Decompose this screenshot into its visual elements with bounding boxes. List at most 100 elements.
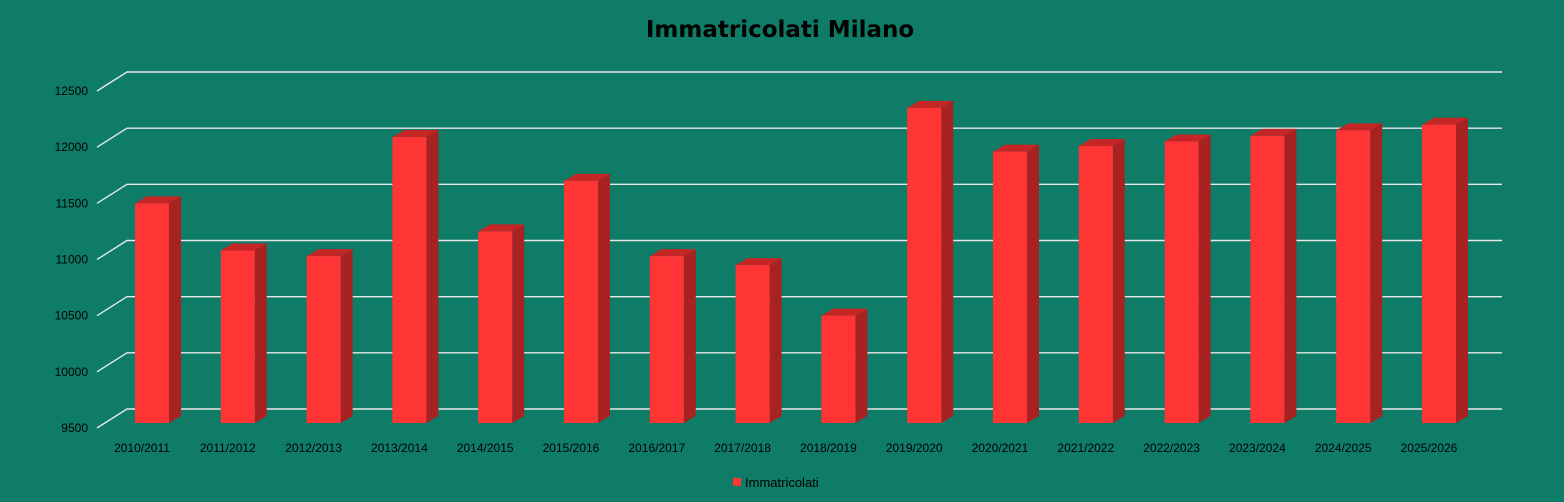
gridline	[96, 408, 1502, 429]
y-tick-label: 11500	[56, 196, 89, 210]
bar-top	[1078, 139, 1125, 147]
x-tick-label: 2021/2022	[1057, 441, 1114, 455]
x-tick-label: 2016/2017	[628, 441, 685, 455]
bar	[649, 249, 696, 423]
bar-front	[1422, 124, 1456, 423]
bar-front	[1164, 141, 1199, 424]
bar	[135, 196, 181, 423]
bar	[478, 224, 525, 423]
bar-side	[512, 224, 525, 423]
bar-front	[392, 137, 427, 423]
bar	[306, 249, 353, 423]
bar	[821, 308, 868, 423]
y-tick-label: 10500	[55, 309, 89, 323]
bar-top	[1164, 134, 1211, 142]
gridline	[96, 295, 1502, 317]
gridline	[96, 71, 1502, 92]
bar-side	[254, 243, 267, 423]
bar-front	[306, 256, 341, 423]
bar-top	[821, 308, 868, 316]
bar-front	[735, 265, 770, 423]
gridline	[96, 352, 1502, 373]
legend-swatch	[733, 478, 741, 486]
bar-front	[1078, 146, 1113, 423]
bar-front	[220, 250, 255, 423]
x-tick-label: 2022/2023	[1143, 441, 1200, 455]
bar	[735, 258, 782, 423]
bar-side	[1284, 128, 1297, 423]
legend: Immatricolati	[733, 475, 819, 490]
bar-side	[340, 249, 353, 423]
bar	[1164, 134, 1211, 424]
bar-side	[1370, 123, 1383, 424]
bar-side	[169, 196, 181, 423]
bar-side	[683, 249, 696, 423]
x-tick-label: 2024/2025	[1315, 441, 1372, 455]
bar-top	[1422, 117, 1468, 125]
x-tick-label: 2019/2020	[886, 441, 943, 455]
bar-front	[135, 203, 169, 423]
bar-top	[564, 173, 610, 181]
bar-front	[1336, 130, 1371, 424]
x-tick-label: 2010/2011	[114, 441, 170, 455]
bar-top	[135, 196, 181, 204]
x-axis: 2010/2011 2011/2012 2012/2013 2013/2014 2014…	[114, 441, 1458, 455]
y-tick-label: 11000	[56, 253, 89, 267]
x-tick-label: 2011/2012	[200, 441, 256, 455]
bar	[1422, 117, 1468, 423]
x-tick-label: 2012/2013	[285, 441, 342, 455]
chart-title: Immatricolati Milano	[646, 17, 914, 43]
bar-front	[907, 107, 942, 423]
gridlines	[96, 71, 1502, 429]
bars	[135, 100, 1468, 424]
bar-top	[735, 258, 782, 266]
bar	[907, 100, 954, 423]
bar-top	[1250, 128, 1297, 136]
bar-side	[1112, 139, 1125, 423]
gridline	[96, 183, 1502, 204]
bar-top	[649, 249, 696, 257]
gridline	[96, 239, 1502, 261]
x-tick-label: 2018/2019	[800, 441, 857, 455]
bar-top	[907, 100, 954, 108]
x-tick-label: 2020/2021	[972, 441, 1029, 455]
bar	[1336, 123, 1383, 424]
bar	[993, 144, 1039, 423]
bar-front	[1250, 135, 1285, 423]
bar-side	[855, 308, 868, 423]
x-tick-label: 2023/2024	[1229, 441, 1286, 455]
y-tick-label: 12500	[55, 84, 89, 98]
bar-top	[392, 130, 439, 138]
bar	[1250, 128, 1297, 423]
x-tick-label: 2013/2014	[371, 441, 428, 455]
legend-label: Immatricolati	[745, 475, 819, 490]
bar-front	[564, 180, 598, 423]
bar-top	[478, 224, 525, 232]
y-tick-label: 9500	[61, 421, 88, 435]
bar	[1078, 139, 1125, 423]
bar	[392, 130, 439, 423]
bar	[220, 243, 267, 423]
bar-front	[993, 151, 1027, 423]
x-tick-label: 2017/2018	[714, 441, 771, 455]
x-tick-label: 2025/2026	[1401, 441, 1458, 455]
bar-side	[1027, 144, 1039, 423]
bar-top	[220, 243, 267, 251]
y-tick-label: 12000	[55, 140, 89, 154]
y-axis: 9500 10000 10500 11000 11500 12000 12500	[55, 84, 89, 435]
bar-top	[306, 249, 353, 257]
bar-front	[649, 256, 684, 423]
bar	[564, 173, 610, 423]
bar-side	[941, 100, 954, 423]
y-tick-label: 10000	[55, 365, 89, 379]
bar-side	[1456, 117, 1468, 423]
bar-top	[993, 144, 1039, 152]
x-tick-label: 2015/2016	[543, 441, 600, 455]
bar-side	[1198, 134, 1211, 424]
x-tick-label: 2014/2015	[457, 441, 514, 455]
bar-front	[478, 231, 513, 423]
bar-side	[426, 130, 439, 423]
bar-side	[598, 173, 610, 423]
bar-side	[769, 258, 782, 423]
